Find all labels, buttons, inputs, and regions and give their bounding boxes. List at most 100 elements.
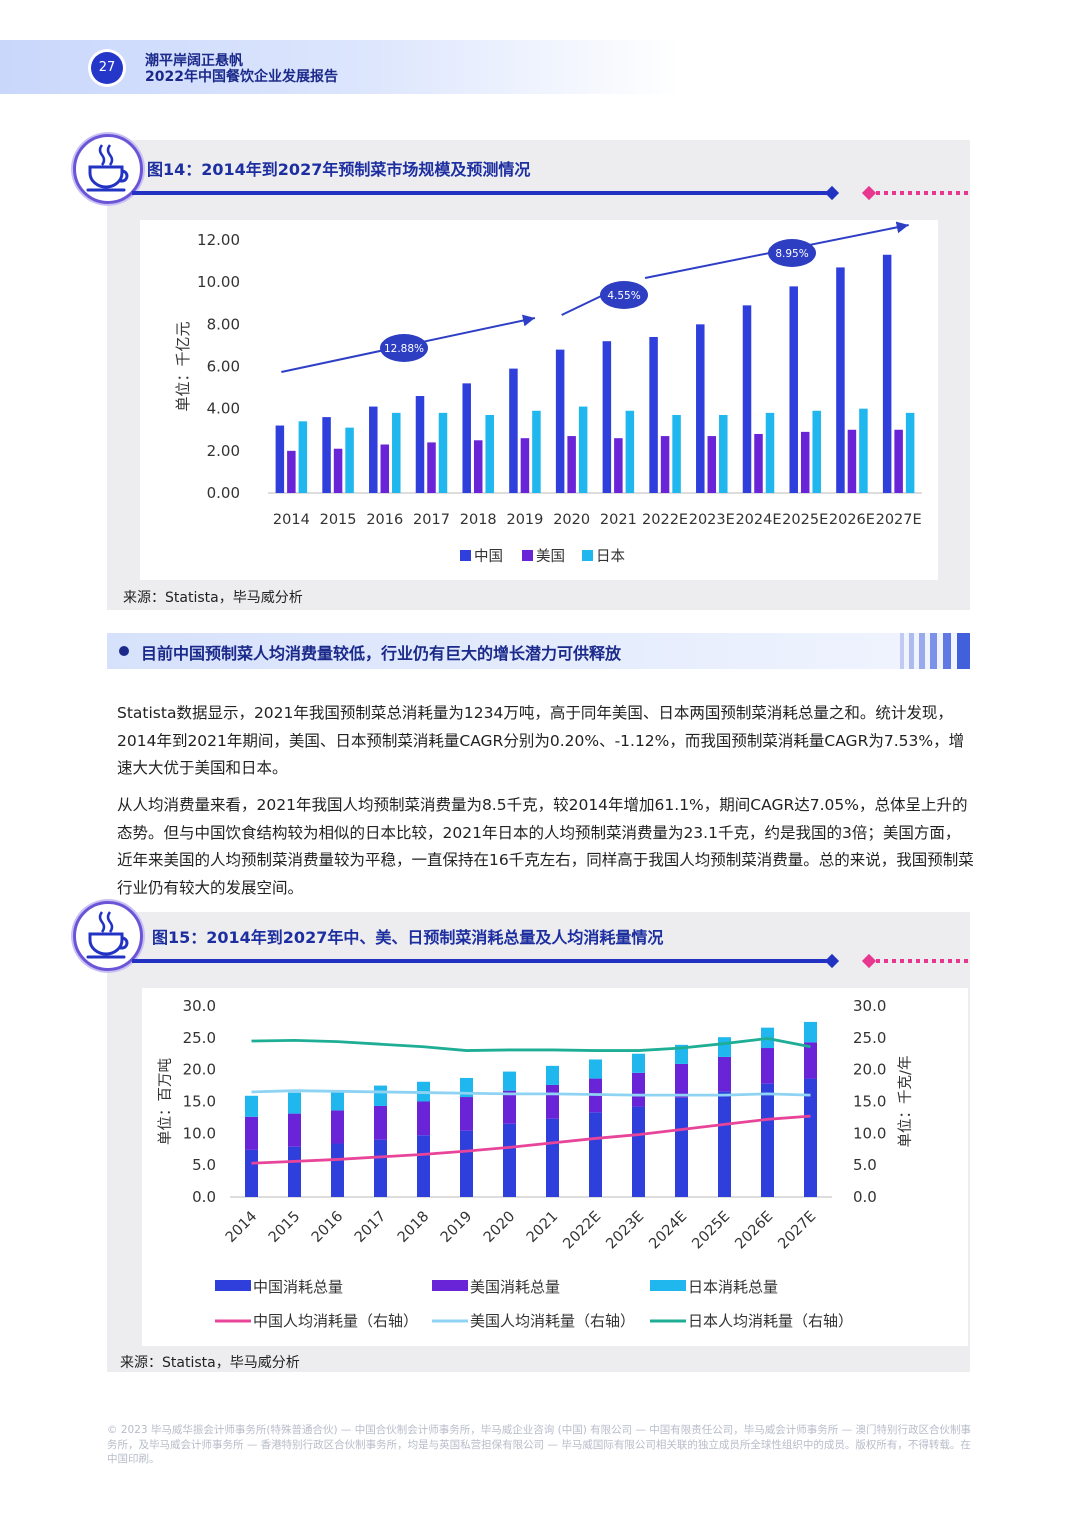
stack-usa — [374, 1105, 387, 1140]
y-tick-left: 30.0 — [183, 997, 216, 1015]
x-tick-label: 2016 — [309, 1209, 346, 1246]
x-tick-label: 2025E — [689, 1209, 733, 1253]
stack-usa — [761, 1048, 774, 1084]
legend-label: 日本 — [596, 548, 625, 565]
stack-usa — [245, 1116, 258, 1150]
bar-china — [742, 305, 752, 493]
figure15-badge — [73, 901, 143, 971]
figure15-source: 来源：Statista，毕马威分析 — [120, 1355, 300, 1371]
x-tick-label: 2021 — [524, 1209, 561, 1246]
figure14-badge — [73, 134, 143, 204]
bar-usa — [520, 438, 530, 493]
y-tick-left: 20.0 — [183, 1061, 216, 1079]
x-tick-label: 2014 — [223, 1209, 260, 1246]
line-china-per-capita — [251, 1114, 811, 1165]
bar-japan — [765, 412, 775, 493]
stack-china — [589, 1112, 602, 1197]
bar-china — [836, 267, 845, 493]
x-tick-label: 2023E — [689, 512, 735, 528]
y-tick-label: 12.00 — [197, 231, 240, 249]
y-axis-label-right: 单位：千克/年 — [897, 1056, 914, 1148]
stack-japan — [331, 1090, 344, 1111]
stack-usa — [503, 1090, 516, 1124]
legend-label: 日本人均消耗量（右轴） — [688, 1312, 853, 1330]
x-tick-label: 2020 — [553, 512, 590, 528]
stack-china — [331, 1143, 344, 1197]
stack-china — [718, 1091, 731, 1197]
x-tick-label: 2017 — [352, 1209, 389, 1246]
y-tick-right: 5.0 — [853, 1156, 877, 1174]
bullet-dot — [119, 646, 129, 656]
stack-japan — [804, 1021, 817, 1043]
coffee-cup-icon — [86, 911, 129, 959]
bar-usa — [707, 436, 717, 493]
y-tick-right: 0.0 — [853, 1188, 877, 1206]
bar-china — [462, 383, 471, 493]
bar-usa — [800, 431, 810, 493]
x-tick-label: 2016 — [366, 512, 403, 528]
y-tick-right: 30.0 — [853, 997, 886, 1015]
bar-usa — [754, 433, 763, 493]
bar-usa — [567, 436, 576, 493]
stack-usa — [460, 1097, 473, 1131]
legend-swatch — [522, 550, 533, 561]
bar-usa — [427, 442, 436, 493]
stack-usa — [546, 1084, 559, 1119]
stack-japan — [718, 1037, 731, 1057]
bar-japan — [719, 414, 728, 493]
bar-japan — [298, 421, 308, 493]
figure15-svg: 0.0 0.0 5.0 5.0 10.0 10.0 15.0 15.0 20.0 20.0 25.0… — [157, 997, 914, 1330]
stack-china — [374, 1139, 387, 1197]
stack-japan — [374, 1085, 387, 1106]
legend-swatch — [582, 550, 593, 561]
bar-japan — [392, 412, 401, 493]
stack-japan — [589, 1059, 602, 1079]
stack-china — [546, 1118, 559, 1197]
stack-japan — [632, 1053, 645, 1073]
legend-label: 美国 — [536, 548, 565, 565]
figure14-chart: 0.00 2.00 4.00 6.00 8.00 10.00 12.00 单位：千亿元 2014… — [140, 220, 938, 580]
bar-japan — [345, 427, 354, 493]
figure15-chart: 0.0 0.0 5.0 5.0 10.0 10.0 15.0 15.0 20.0 20.0 25.0… — [142, 988, 968, 1346]
bar-japan — [905, 412, 915, 493]
stack-usa — [804, 1042, 817, 1079]
bar-japan — [485, 414, 494, 493]
x-tick-label: 2022E — [560, 1209, 604, 1253]
x-tick-label: 2024E — [735, 512, 781, 528]
stack-china — [417, 1135, 430, 1197]
bar-china — [415, 396, 425, 493]
x-tick-label: 2023E — [603, 1209, 647, 1253]
bar-japan — [532, 410, 541, 493]
y-tick-label: 8.00 — [207, 315, 240, 333]
y-axis-label: 单位：千亿元 — [174, 321, 192, 411]
legend-label: 美国人均消耗量（右轴） — [470, 1312, 635, 1330]
x-tick-label: 2026E — [829, 512, 875, 528]
x-tick-label: 2027E — [775, 1209, 819, 1253]
y-tick-left: 25.0 — [183, 1029, 216, 1047]
stack-japan — [245, 1095, 258, 1117]
bar-japan — [859, 408, 868, 493]
stack-china — [804, 1078, 817, 1197]
bar-china — [369, 406, 378, 493]
cagr-badge — [380, 334, 428, 362]
bar-usa — [380, 444, 390, 493]
y-tick-right: 10.0 — [853, 1124, 886, 1142]
x-tick-label: 2024E — [646, 1209, 690, 1253]
bar-usa — [660, 436, 670, 493]
legend-label: 日本消耗总量 — [688, 1278, 778, 1296]
x-tick-label: 2017 — [413, 512, 450, 528]
coffee-cup-icon — [86, 144, 129, 192]
stack-usa — [718, 1056, 731, 1092]
figure15-title: 图15：2014年到2027年中、美、日预制菜消耗总量及人均消耗量情况 — [152, 928, 664, 947]
bar-china — [509, 368, 518, 493]
figure14-rule — [132, 191, 832, 195]
x-tick-label: 2025E — [782, 512, 828, 528]
footer-copyright: © 2023 毕马威华振会计师事务所(特殊普通合伙) — 中国合伙制会计师事务所… — [107, 1424, 971, 1465]
bar-japan — [578, 406, 588, 493]
stack-japan — [288, 1092, 301, 1114]
bar-china — [322, 417, 331, 493]
bar-usa — [473, 440, 483, 493]
line-japan-per-capita — [251, 1037, 811, 1052]
y-tick-label: 4.00 — [207, 400, 240, 418]
x-tick-label: 2019 — [506, 512, 543, 528]
